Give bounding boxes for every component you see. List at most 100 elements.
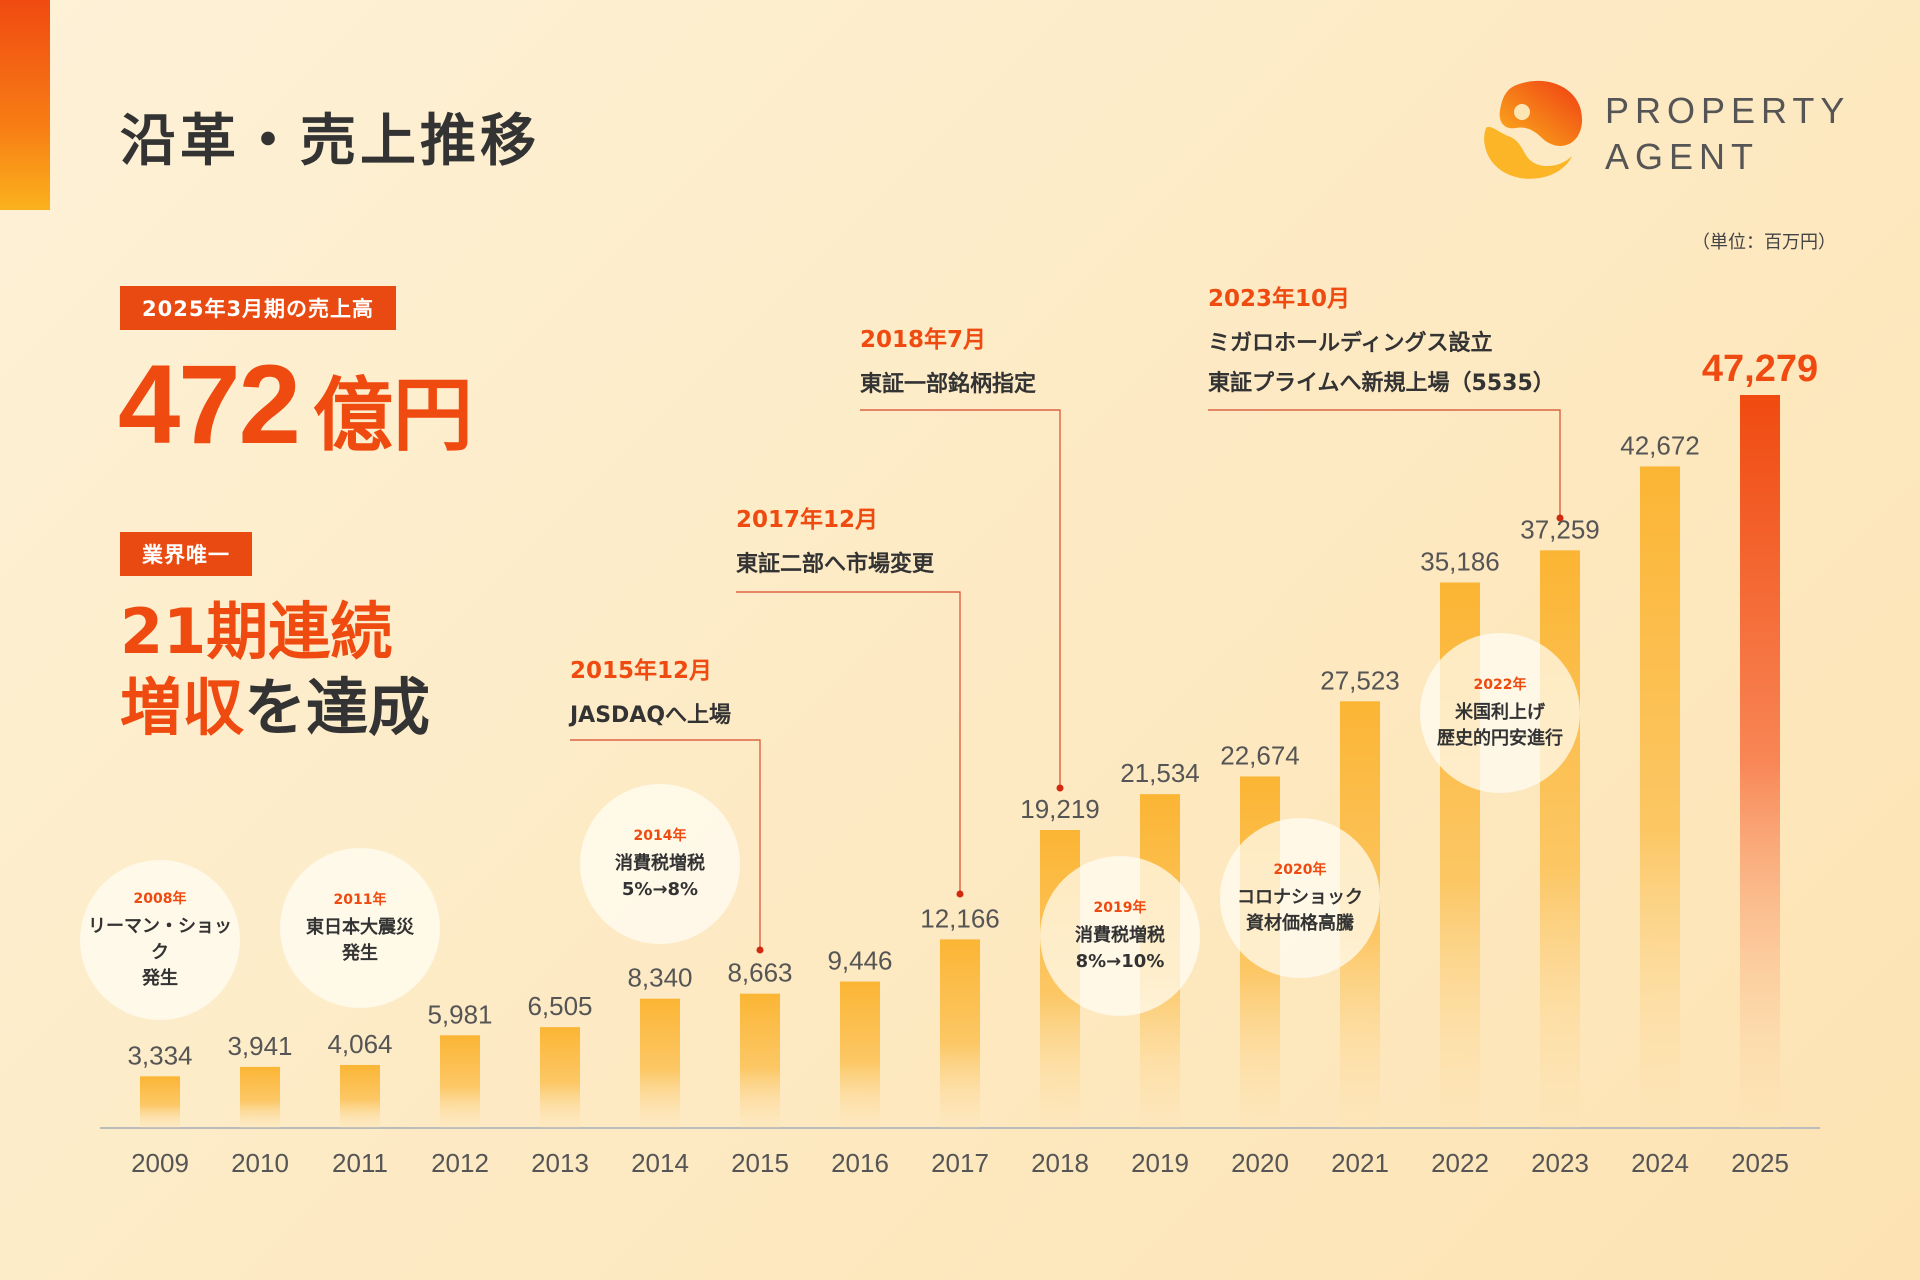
x-tick-2010: 2010 bbox=[231, 1148, 289, 1178]
event-year: 2014年 bbox=[633, 828, 687, 844]
headline-highlight: 増収 bbox=[120, 671, 245, 744]
event-text: コロナショック bbox=[1237, 887, 1363, 908]
bar-2024 bbox=[1640, 466, 1680, 1128]
bar-2025 bbox=[1740, 395, 1780, 1128]
bar-2017 bbox=[940, 939, 980, 1128]
bar-2009 bbox=[140, 1076, 180, 1128]
x-tick-2023: 2023 bbox=[1531, 1148, 1589, 1178]
event-text: リーマン・ショック bbox=[88, 916, 232, 963]
x-tick-2017: 2017 bbox=[931, 1148, 989, 1178]
sales-value: 472 億円 bbox=[118, 340, 473, 469]
unit-note: （単位：百万円） bbox=[1692, 232, 1836, 253]
bar-2014 bbox=[640, 998, 680, 1128]
value-label-2013: 6,505 bbox=[527, 991, 592, 1021]
bar-2012 bbox=[440, 1035, 480, 1128]
x-tick-2011: 2011 bbox=[332, 1148, 388, 1178]
value-label-2022: 35,186 bbox=[1420, 546, 1500, 576]
value-label-2024: 42,672 bbox=[1620, 430, 1700, 460]
event-circle-4: 2020年コロナショック 資材価格高騰 bbox=[1220, 818, 1380, 978]
event-text: 米国利上げ bbox=[1455, 702, 1545, 723]
value-label-2018: 19,219 bbox=[1020, 794, 1100, 824]
value-label-2017: 12,166 bbox=[920, 903, 1000, 933]
x-tick-2015: 2015 bbox=[731, 1148, 789, 1178]
milestone-desc: 東証プライムへ新規上場（5535） bbox=[1208, 371, 1555, 396]
milestone-leader-line bbox=[860, 409, 1061, 788]
milestone-leader-line bbox=[570, 739, 761, 950]
milestone-dot bbox=[1556, 514, 1564, 522]
event-text: 歴史的円安進行 bbox=[1437, 728, 1563, 749]
value-label-2020: 22,674 bbox=[1220, 740, 1300, 770]
x-tick-2022: 2022 bbox=[1431, 1148, 1489, 1178]
logo-text: PROPERTY AGENT bbox=[1605, 88, 1850, 180]
value-label-2021: 27,523 bbox=[1320, 665, 1400, 695]
x-tick-2024: 2024 bbox=[1631, 1148, 1689, 1178]
bar-2013 bbox=[540, 1027, 580, 1128]
milestone-date: 2015年12月 bbox=[570, 658, 713, 684]
property-agent-logo-icon bbox=[1484, 80, 1583, 179]
milestone-leader-line bbox=[736, 591, 961, 894]
milestone-leader-line bbox=[1208, 409, 1561, 518]
bar-2016 bbox=[840, 981, 880, 1128]
milestone-date: 2023年10月 bbox=[1208, 286, 1351, 312]
event-text: 5%→8% bbox=[621, 879, 699, 900]
milestone-3: 2023年10月ミガロホールディングス設立東証プライムへ新規上場（5535） bbox=[1208, 284, 1555, 404]
industry-tag: 業界唯一 bbox=[120, 532, 252, 576]
bar-2023 bbox=[1540, 550, 1580, 1128]
bar-2011 bbox=[340, 1064, 380, 1128]
sales-tag: 2025年3月期の売上高 bbox=[120, 286, 397, 330]
value-label-2012: 5,981 bbox=[427, 999, 492, 1029]
milestone-desc: JASDAQへ上場 bbox=[570, 703, 732, 728]
event-text: 東日本大震災 bbox=[306, 917, 414, 938]
x-tick-2013: 2013 bbox=[531, 1148, 589, 1178]
milestone-desc: ミガロホールディングス設立 bbox=[1208, 331, 1493, 356]
x-tick-2019: 2019 bbox=[1131, 1148, 1189, 1178]
event-year: 2019年 bbox=[1093, 900, 1147, 916]
event-circle-2: 2014年消費税増税 5%→8% bbox=[580, 784, 740, 944]
value-label-2014: 8,340 bbox=[627, 963, 692, 993]
milestone-date: 2018年7月 bbox=[860, 327, 987, 353]
value-label-2019: 21,534 bbox=[1120, 758, 1200, 788]
event-text: 資材価格高騰 bbox=[1246, 913, 1354, 934]
milestone-2: 2018年7月東証一部銘柄指定 bbox=[860, 325, 1036, 405]
event-year: 2020年 bbox=[1273, 862, 1327, 878]
event-text: 8%→10% bbox=[1075, 951, 1165, 972]
milestone-desc: 東証一部銘柄指定 bbox=[860, 372, 1037, 397]
value-label-2009: 3,334 bbox=[127, 1040, 192, 1070]
event-text: 消費税増税 bbox=[1075, 925, 1165, 946]
milestone-dot bbox=[1056, 784, 1064, 792]
sales-unit: 億円 bbox=[312, 369, 473, 462]
x-tick-2016: 2016 bbox=[831, 1148, 889, 1178]
event-circle-5: 2022年米国利上げ歴史的円安進行 bbox=[1420, 633, 1580, 793]
x-tick-2025: 2025 bbox=[1731, 1148, 1789, 1178]
bar-2010 bbox=[240, 1066, 280, 1128]
value-label-2015: 8,663 bbox=[727, 958, 792, 988]
value-label-2016: 9,446 bbox=[827, 946, 892, 976]
value-label-2010: 3,941 bbox=[227, 1031, 292, 1061]
event-circle-1: 2011年東日本大震災 発生 bbox=[280, 848, 440, 1008]
event-text: 発生 bbox=[142, 968, 178, 989]
milestone-dot bbox=[756, 946, 764, 954]
event-text: 消費税増税 bbox=[615, 853, 705, 874]
headline-line-1: 21期連続 bbox=[120, 595, 393, 668]
event-circle-3: 2019年消費税増税 8%→10% bbox=[1040, 856, 1200, 1016]
event-year: 2022年 bbox=[1473, 677, 1527, 693]
x-tick-2021: 2021 bbox=[1331, 1148, 1389, 1178]
x-tick-2014: 2014 bbox=[631, 1148, 689, 1178]
value-label-2025: 47,279 bbox=[1702, 348, 1818, 390]
corner-accent-bar bbox=[0, 0, 50, 210]
x-tick-2018: 2018 bbox=[1031, 1148, 1089, 1178]
milestone-1: 2017年12月 東証二部へ市場変更 bbox=[736, 505, 934, 585]
value-label-2011: 4,064 bbox=[327, 1029, 392, 1059]
event-text: 発生 bbox=[342, 943, 378, 964]
headline: 21期連続 増収を達成 bbox=[120, 594, 430, 746]
sales-number: 472 bbox=[118, 342, 301, 467]
event-year: 2008年 bbox=[133, 891, 187, 907]
event-year: 2011年 bbox=[333, 892, 387, 908]
logo-line-1: PROPERTY bbox=[1605, 90, 1851, 131]
page-title: 沿革・売上推移 bbox=[120, 109, 540, 174]
headline-rest: を達成 bbox=[244, 671, 431, 744]
milestone-dot bbox=[956, 890, 964, 898]
milestone-date: 2017年12月 bbox=[736, 507, 879, 533]
x-tick-2009: 2009 bbox=[131, 1148, 189, 1178]
